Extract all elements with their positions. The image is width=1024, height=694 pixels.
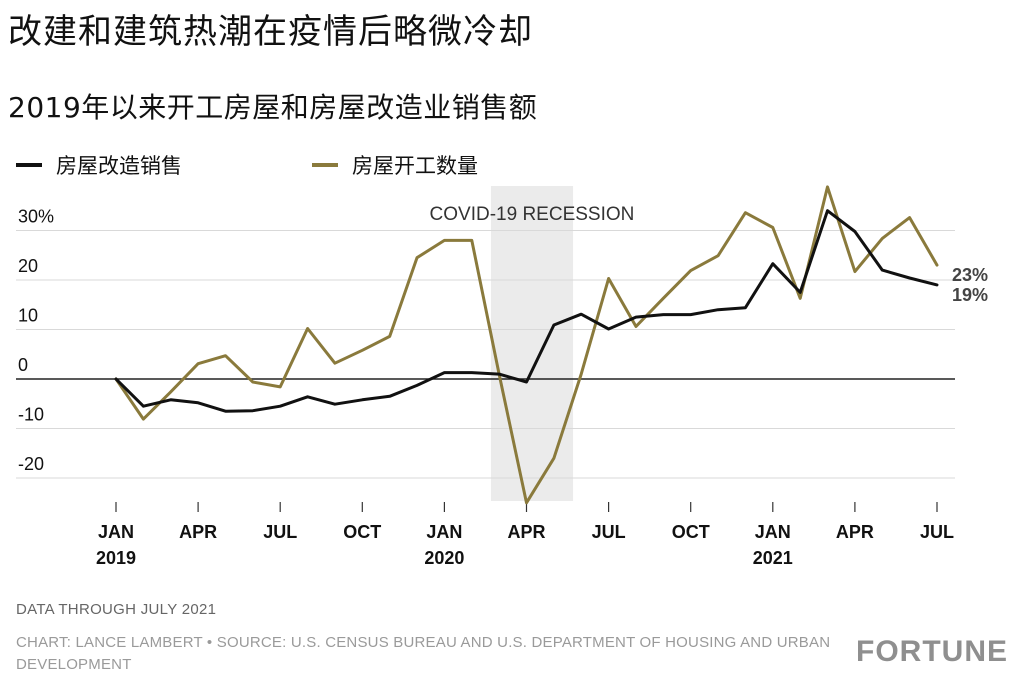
x-tick-label: JUL — [263, 522, 297, 542]
x-tick-label: APR — [507, 522, 545, 542]
legend-swatch-starts — [312, 163, 338, 167]
x-tick-label: APR — [836, 522, 874, 542]
end-value-label: 23% — [952, 265, 988, 285]
y-tick-label: 10 — [18, 306, 38, 326]
x-tick-label: JAN — [426, 522, 462, 542]
y-tick-label: -10 — [18, 405, 44, 425]
x-tick-label: JUL — [592, 522, 626, 542]
x-tick-label: JUL — [920, 522, 954, 542]
chart-subtitle: 2019年以来开工房屋和房屋改造业销售额 — [8, 91, 538, 124]
x-tick-year: 2021 — [753, 548, 793, 568]
y-tick-label: 0 — [18, 355, 28, 375]
y-tick-label: 20 — [18, 256, 38, 276]
x-tick-label: JAN — [755, 522, 791, 542]
x-tick-label: JAN — [98, 522, 134, 542]
fortune-logo: FORTUNE — [856, 635, 1008, 668]
series-line-housing-starts — [114, 185, 939, 505]
series-line-remodel-sales — [114, 209, 939, 413]
recession-band — [490, 186, 574, 501]
x-tick-label: OCT — [343, 522, 381, 542]
legend-item-housing-starts: 房屋开工数量 — [312, 150, 478, 180]
legend-swatch-remodel — [16, 163, 42, 167]
chart-title: 改建和建筑热潮在疫情后略微冷却 — [8, 12, 533, 52]
y-tick-label: -20 — [18, 454, 44, 474]
footer-note: DATA THROUGH JULY 2021 — [16, 601, 217, 618]
line-chart: COVID-19 RECESSION 30% 20 10 0 -10 -20 JAN 2019… — [16, 185, 988, 568]
legend-label-starts: 房屋开工数量 — [352, 154, 478, 178]
recession-label: COVID-19 RECESSION — [430, 204, 635, 225]
x-tick-label: APR — [179, 522, 217, 542]
x-tick-year: 2019 — [96, 548, 136, 568]
legend-item-remodel-sales: 房屋改造销售 — [16, 150, 182, 180]
x-tick-year: 2020 — [424, 548, 464, 568]
footer-credit: CHART: LANCE LAMBERT • SOURCE: U.S. CENS… — [16, 634, 831, 673]
end-value-label: 19% — [952, 285, 988, 305]
y-tick-label: 30% — [18, 207, 54, 227]
legend-label-remodel: 房屋改造销售 — [56, 154, 182, 178]
x-tick-label: OCT — [672, 522, 710, 542]
